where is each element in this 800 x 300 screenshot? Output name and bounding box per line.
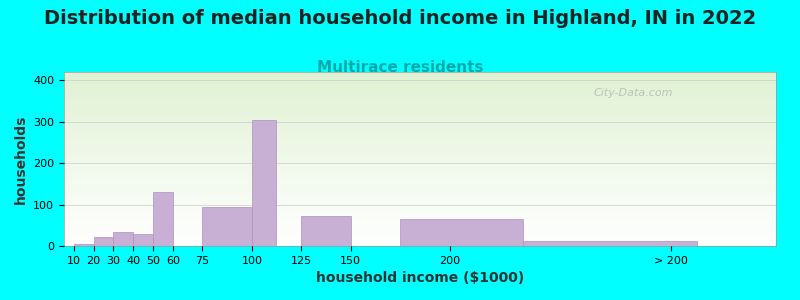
Bar	[302, 216, 350, 246]
Text: City-Data.com: City-Data.com	[594, 88, 674, 98]
Bar	[153, 192, 173, 246]
Bar	[134, 234, 153, 246]
Bar	[202, 207, 252, 246]
Bar	[523, 241, 697, 246]
Bar	[400, 219, 523, 246]
Y-axis label: households: households	[14, 114, 27, 204]
Bar	[114, 232, 134, 246]
Bar	[74, 244, 94, 246]
X-axis label: household income ($1000): household income ($1000)	[316, 271, 524, 285]
Text: Distribution of median household income in Highland, IN in 2022: Distribution of median household income …	[44, 9, 756, 28]
Text: Multirace residents: Multirace residents	[317, 60, 483, 75]
Bar	[252, 120, 276, 246]
Bar	[94, 237, 114, 246]
